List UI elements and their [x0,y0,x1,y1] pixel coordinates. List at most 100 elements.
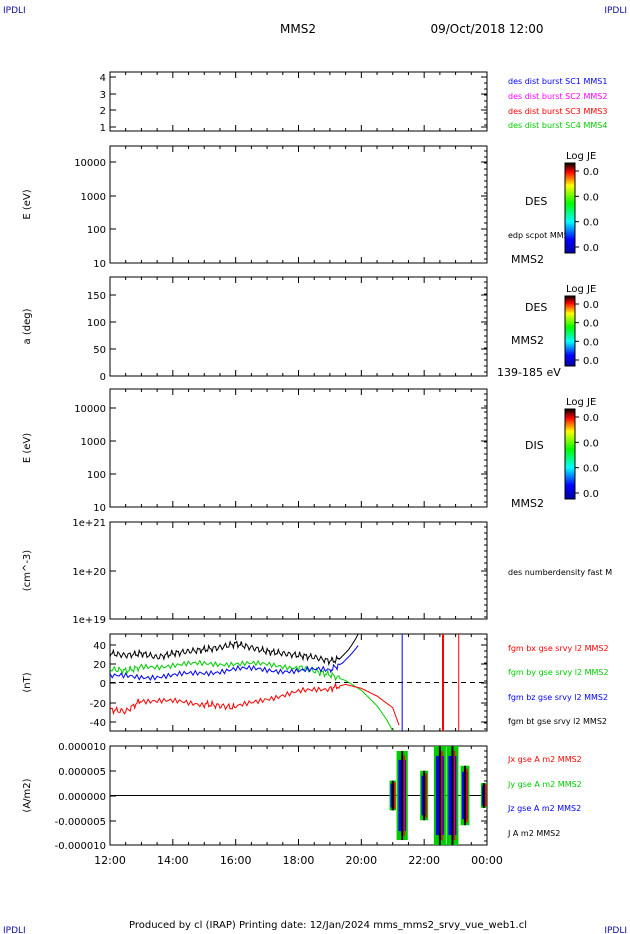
y-tick-label: 1e+19 [72,615,106,626]
series-label: edp scpot MMS2 [508,231,574,240]
colorbar: Log JE 0.0 0.0 0.0 0.0 [564,397,599,500]
y-tick-label: 1e+21 [72,518,106,529]
series-label: fgm by gse srvy l2 MMS2 [508,668,609,677]
series-label: J A m2 MMS2 [507,829,560,838]
series-label: des numberdensity fast M [508,568,612,577]
corner-label-bottom-right: IPDLI [604,926,627,934]
y-tick-label: 0 [100,372,106,383]
y-tick-label: 1000 [81,192,106,203]
panel-des_energy: 10 100 1000 10000 E (eV) DES edp scpot MMS2 MMS… [22,145,599,270]
y-tick-label: 100 [87,470,106,481]
series-label: des dist burst SC2 MMS2 [508,92,607,101]
x-tick-label: 16:00 [220,854,252,867]
colorbar-tick-label: 0.0 [583,218,599,229]
series-label: MMS2 [511,253,544,266]
x-tick-label: 12:00 [94,854,126,867]
series-label: MMS2 [511,334,544,347]
panel-des_pitch: 0 50 100 150 a (deg) DES MMS2 139-185 eV Log JE 0… [22,276,599,383]
panel-frame [109,145,488,264]
corner-label-top-right: IPDLI [604,6,627,16]
panel-current: -0.000010 -0.000005 0.000000 0.000005 0.0000… [22,742,582,852]
series-label: Jx gse A m2 MMS2 [507,755,582,764]
corner-label-bottom-left: IPDLI [3,926,26,934]
y-tick-label: 0 [100,679,106,690]
y-axis-label: (A/m2) [22,778,33,812]
series-label: Jy gse A m2 MMS2 [507,780,582,789]
field-series-line [109,633,359,667]
panel-frame [109,521,488,620]
y-tick-label: 0.000000 [58,792,106,803]
current-burst [460,765,470,826]
current-burst [433,746,446,845]
panel-frame [109,276,488,377]
y-tick-label: 1000 [81,437,106,448]
y-tick-label: -0.000010 [55,841,106,852]
field-series-line [109,683,400,726]
series-label: MMS2 [511,497,544,510]
current-burst [420,770,429,821]
x-tick-label: 20:00 [345,854,377,867]
colorbar-tick-label: 0.0 [583,356,599,367]
series-label: 139-185 eV [497,366,561,379]
current-burst [396,750,408,841]
y-tick-label: 1 [100,123,106,134]
y-axis-label: E (eV) [22,433,33,463]
series-label: DIS [525,439,544,452]
y-axis-label: (nT) [22,672,33,692]
y-axis-label: a (deg) [22,308,33,344]
colorbar-title: Log JE [566,397,596,408]
x-tick-label: 22:00 [408,854,440,867]
panel-bfield: -40 -20 0 20 40 (nT) fgm bx gse srvy l2 MMS2 fg… [22,633,609,732]
colorbar-tick-label: 0.0 [583,337,599,348]
series-label: fgm bz gse srvy l2 MMS2 [508,693,608,702]
y-tick-label: 10000 [74,404,106,415]
y-tick-label: 4 [100,73,106,84]
series-label: fgm bx gse srvy l2 MMS2 [508,644,609,653]
series-label: des dist burst SC1 MMS1 [508,77,607,86]
field-series-line [109,645,359,682]
series-label: Jz gse A m2 MMS2 [507,804,581,813]
spacecraft-title: MMS2 [280,22,316,36]
colorbar-tick-label: 0.0 [583,464,599,475]
panel-dis_energy: 10 100 1000 10000 E (eV) DIS MMS2 Log JE 0.0 0.0 0… [22,388,599,514]
current-burst [389,780,396,811]
y-tick-label: 2 [100,106,106,117]
y-axis-label: E (eV) [22,189,33,219]
y-tick-label: -20 [90,699,106,710]
colorbar-tick-label: 0.0 [583,167,599,178]
y-tick-label: 3 [100,90,106,101]
y-tick-label: 10 [93,259,106,270]
colorbar-tick-label: 0.0 [583,319,599,330]
current-burst [480,783,487,808]
footer-credit: Produced by cl (IRAP) Printing date: 12/… [129,920,527,931]
colorbar-title: Log JE [566,284,596,295]
y-tick-label: -40 [90,718,106,729]
colorbar-title: Log JE [566,151,596,162]
colorbar-tick-label: 0.0 [583,489,599,500]
datetime-title: 09/Oct/2018 12:00 [430,22,543,36]
field-series-line [109,659,394,732]
current-burst [446,746,459,845]
y-axis-label: (cm^-3) [22,550,33,591]
y-tick-label: -0.000005 [55,817,106,828]
x-tick-label: 14:00 [157,854,189,867]
colorbar-tick-label: 0.0 [583,438,599,449]
y-tick-label: 10000 [74,158,106,169]
colorbar-scale [564,162,576,254]
colorbar-tick-label: 0.0 [583,243,599,254]
time-axis: 12:00 14:00 16:00 18:00 20:00 22:00 00:00 [94,854,503,867]
y-tick-label: 50 [93,345,106,356]
colorbar: Log JE 0.0 0.0 0.0 0.0 [564,151,599,254]
series-label: DES [525,301,547,314]
y-tick-label: 1e+20 [72,567,106,578]
series-label: fgm bt gse srvy l2 MMS2 [508,717,607,726]
x-tick-label: 18:00 [283,854,315,867]
series-label: des dist burst SC3 MMS3 [508,107,607,116]
colorbar-tick-label: 0.0 [583,192,599,203]
panel-burst: 1 2 3 4 des dist burst SC1 MMS1 des dist burs… [100,71,607,134]
y-tick-label: 0.000010 [58,742,106,753]
y-tick-label: 100 [87,225,106,236]
panel-stack: 1 2 3 4 des dist burst SC1 MMS1 des dist burs… [22,71,612,852]
colorbar: Log JE 0.0 0.0 0.0 0.0 [564,284,599,367]
series-label: DES [525,195,547,208]
